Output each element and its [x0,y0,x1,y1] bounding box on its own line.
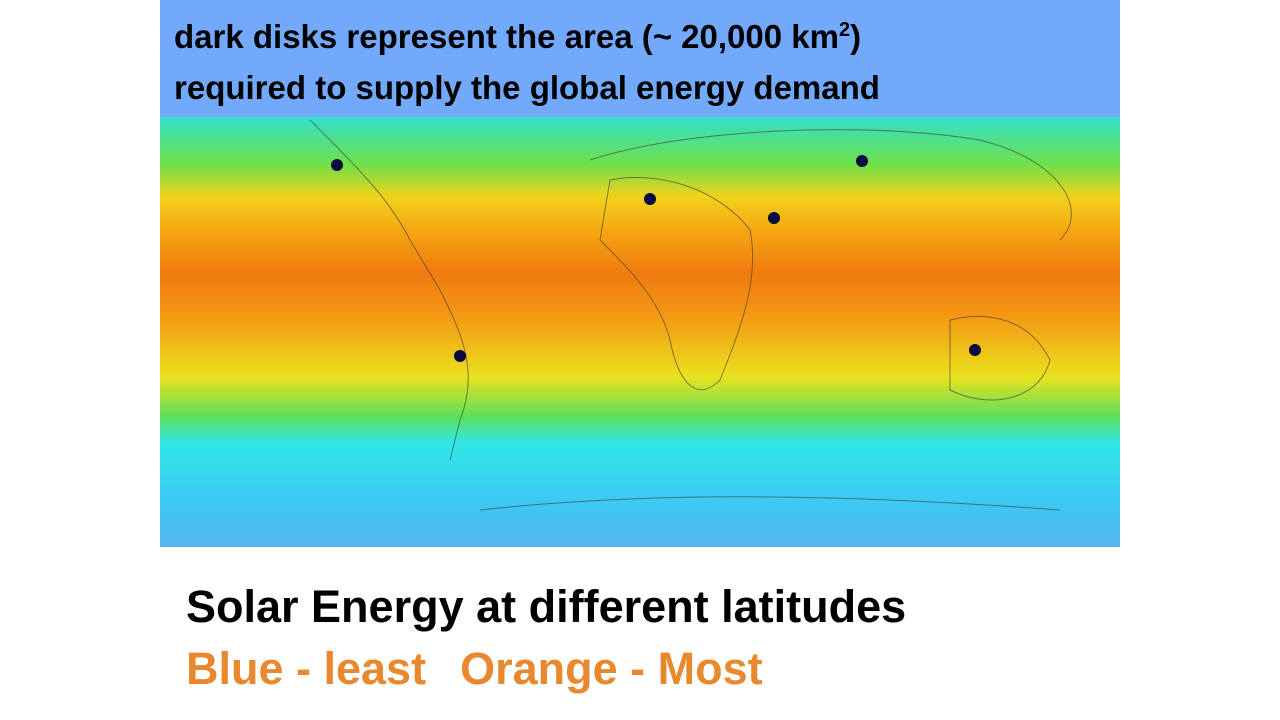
coastlines [309,119,1072,511]
header-box [160,0,1120,117]
disk [768,212,780,224]
caption-title: Solar Energy at different latitudes [186,581,907,632]
header-text: dark disks represent the area (~ 20,000 … [174,18,839,55]
area-disks [331,155,981,362]
legend-most: Orange - Most [460,643,763,694]
superscript: 2 [838,19,851,41]
caption-legend: Blue - least Orange - Most [186,643,763,695]
disk [644,193,656,205]
header-line: required to supply the global energy dem… [174,69,880,106]
disk [454,350,466,362]
header-text: ) [850,18,862,55]
disk [856,155,868,167]
header-line: dark disks represent the area (~ 20,000 … [174,18,861,56]
disk [331,159,343,171]
solar-map [160,0,1120,547]
disk [969,344,981,356]
legend-least: Blue - least [186,643,427,694]
